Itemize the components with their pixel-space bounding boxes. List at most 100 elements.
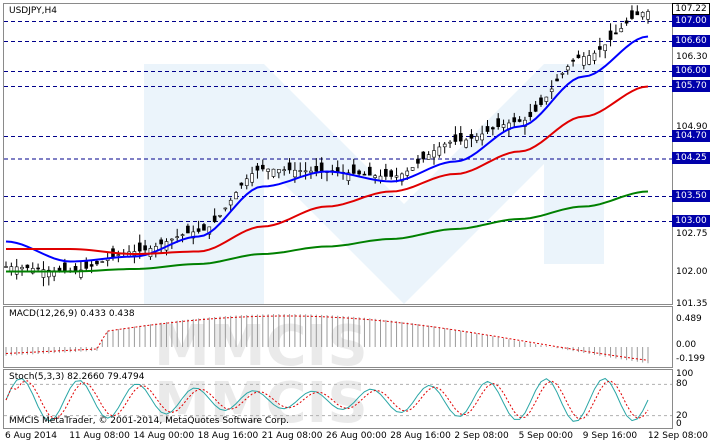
candle-body [544,96,549,102]
stoch-tick-label: 100 [676,369,694,379]
candlesticks [4,5,650,287]
fast-ma-line[interactable] [5,35,649,263]
candle-body [266,168,270,172]
candle-body [303,170,308,173]
time-tick-label: 6 Aug 2014 [5,431,57,441]
candle-body [400,173,404,182]
candle-body [63,262,67,272]
candle-body [95,261,99,265]
candle-body [453,134,458,142]
candle-body [180,234,185,236]
candle-body [293,169,297,178]
candle-body [485,126,490,132]
stoch-axis: 100 80 20 0 [672,369,710,429]
candle-body [555,78,559,82]
candle-body [389,170,394,177]
candle-body [571,59,575,62]
candle-body [100,261,105,263]
candle-body [533,104,538,112]
candle-body [640,12,645,18]
time-tick-label: 26 Aug 00:00 [326,431,387,441]
candle-body [271,168,276,177]
candle-body [646,11,650,20]
price-pane[interactable]: USDJPY,H4 [3,3,673,305]
price-tick-label: 102.00 [676,266,708,277]
candle-body [619,28,624,33]
candle-body [73,266,78,272]
chart-title: USDJPY,H4 [9,6,57,16]
candle-body [175,236,179,238]
macd-axis: 0.489 0.00 -0.199 [672,306,710,368]
copyright-text: MMCIS MetaTrader, © 2001-2014, MetaQuote… [9,416,289,426]
candle-body [480,133,484,141]
candle-body [410,167,415,171]
candle-body [20,266,24,270]
candle-body [239,182,244,186]
mid-ma-line[interactable] [6,85,649,255]
candle-body [624,20,629,24]
candle-body [212,215,217,223]
candle-body [79,269,83,278]
time-tick-label: 14 Aug 00:00 [133,431,195,441]
macd-tick-label: 0.489 [676,314,702,324]
candle-body [260,164,265,170]
candle-body [46,269,51,278]
stoch-chart: MMCIS [4,371,672,428]
stoch-tick-label: 20 [676,410,688,421]
stoch-tick-label: 0 [676,419,682,429]
candle-body [191,231,196,239]
candle-body [437,146,442,156]
candle-body [491,127,495,130]
level-price-tag: 105.70 [672,79,710,92]
level-price-tag: 103.50 [672,189,710,202]
macd-pane[interactable]: MMCIS MACD(12,26,9) 0.433 0.438 [3,306,673,368]
candle-body [357,170,361,175]
macd-histogram [5,314,649,364]
candle-body [539,97,543,105]
candle-body [244,178,249,186]
candle-body [351,164,356,174]
candle-body [116,254,121,256]
candle-body [9,266,14,272]
candle-body [501,124,506,128]
stoch-pane[interactable]: MMCIS Stoch(5,3,3) 82.2660 79.4794 MMCIS… [3,369,673,429]
price-tick-label: 106.30 [676,51,708,62]
candle-body [603,44,608,51]
candle-body [469,134,474,139]
candle-body [373,175,377,178]
time-tick-label: 5 Sep 00:00 [518,431,573,441]
level-price-tag: 106.60 [672,34,710,47]
candle-body [416,158,420,164]
slow-ma-line[interactable] [6,190,649,273]
candle-body [89,264,94,267]
candle-body [228,199,233,206]
candle-body [587,55,591,65]
candle-body [405,170,410,176]
time-tick-label: 18 Aug 16:00 [197,431,259,441]
candle-body [186,225,190,234]
time-tick-label: 28 Aug 16:00 [390,431,451,441]
candle-body [255,165,260,171]
price-chart [4,5,672,304]
candle-body [41,269,46,278]
stoch-label: Stoch(5,3,3) 82.2660 79.4794 [9,372,145,382]
candle-body [560,73,565,75]
current-price-tag: 107.22 [672,2,710,15]
candle-body [319,162,324,172]
candle-body [549,88,554,92]
candle-body [314,165,319,172]
candle-body [298,170,303,172]
candle-body [250,173,254,183]
price-axis: 106.30 104.90 103.50 102.75 102.00 101.35 107.… [672,2,710,309]
time-tick-label: 12 Sep 08:00 [647,431,708,441]
price-tick-label: 102.75 [676,229,708,239]
candle-body [25,264,30,269]
candle-body [630,10,634,19]
candle-body [196,228,201,232]
stoch-k-line [5,377,649,422]
macd-tick-label: -0.199 [676,354,706,364]
candle-body [614,32,618,35]
candle-body [384,168,388,177]
candle-body [442,143,447,148]
